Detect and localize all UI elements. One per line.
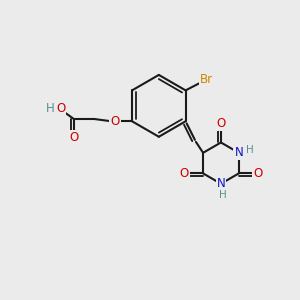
Text: Br: Br	[200, 73, 213, 86]
Text: H: H	[218, 190, 226, 200]
Text: O: O	[216, 117, 226, 130]
Text: O: O	[69, 131, 78, 144]
Text: H: H	[46, 102, 55, 115]
Text: O: O	[56, 102, 65, 115]
Text: N: N	[234, 146, 243, 159]
Text: O: O	[110, 115, 120, 128]
Text: O: O	[180, 167, 189, 180]
Text: H: H	[246, 146, 254, 155]
Text: O: O	[253, 167, 262, 180]
Text: N: N	[217, 177, 225, 190]
